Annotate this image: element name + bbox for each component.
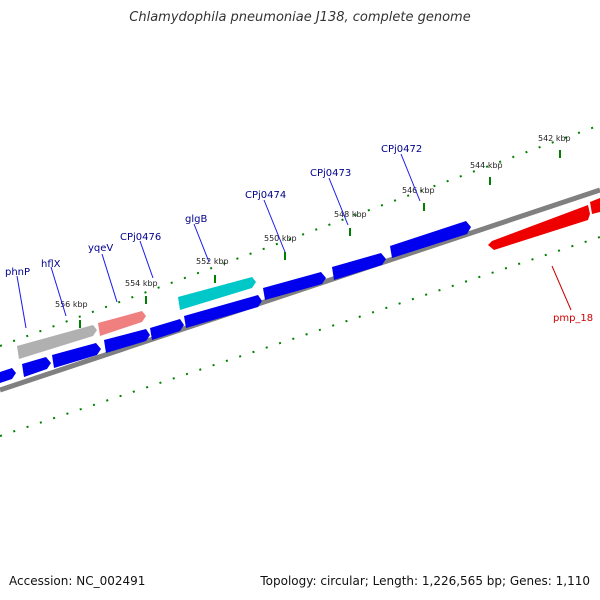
scale-tick-542: 542 kbp [538, 134, 571, 158]
svg-text:554 kbp: 554 kbp [125, 279, 158, 288]
label-phnP: phnP [5, 267, 30, 329]
svg-text:550 kbp: 550 kbp [264, 234, 297, 243]
svg-text:548 kbp: 548 kbp [334, 210, 367, 219]
gene-blue-7 [263, 272, 326, 300]
svg-text:hflX: hflX [41, 259, 61, 270]
gene-blue-3 [52, 343, 101, 368]
gene-blue-5 [150, 319, 184, 340]
accession-text: Accession: NC_002491 [9, 574, 146, 588]
label-hflX: hflX [41, 259, 67, 317]
map-title: Chlamydophila pneumoniae J138, complete … [129, 10, 471, 25]
gene-pmp_18 [488, 205, 590, 250]
gene-blue-4 [104, 329, 150, 353]
label-glgB: glgB [185, 214, 210, 263]
scale-tick-552: 552 kbp [196, 257, 229, 283]
gene-red-edge [590, 198, 600, 214]
gene-blue-1 [0, 368, 16, 383]
forward-genes [0, 221, 471, 383]
gene-yqeV [98, 311, 146, 336]
gene-blue-2 [22, 357, 51, 377]
scale-tick-544: 544 kbp [470, 161, 503, 185]
label-pmp_18: pmp_18 [551, 265, 593, 324]
svg-text:CPj0473: CPj0473 [310, 168, 351, 179]
scale-tick-556: 556 kbp [55, 300, 88, 328]
colored-genes [17, 198, 600, 359]
scale-tick-554: 554 kbp [125, 279, 158, 304]
label-CPj0474: CPj0474 [245, 190, 286, 253]
genome-summary-text: Topology: circular; Length: 1,226,565 bp… [260, 574, 590, 588]
svg-text:544 kbp: 544 kbp [470, 161, 503, 170]
svg-text:yqeV: yqeV [88, 243, 113, 254]
scale-tick-550: 550 kbp [264, 234, 297, 260]
scale-tick-546: 546 kbp [402, 186, 435, 211]
label-CPj0476: CPj0476 [120, 232, 161, 279]
outer-tick-track [0, 124, 600, 347]
svg-text:glgB: glgB [185, 214, 207, 225]
gene-blue-8 [332, 253, 386, 280]
svg-text:CPj0476: CPj0476 [120, 232, 161, 243]
label-yqeV: yqeV [88, 243, 118, 303]
gene-phnP [17, 325, 97, 359]
gene-glgB [178, 277, 256, 310]
svg-text:546 kbp: 546 kbp [402, 186, 435, 195]
svg-text:CPj0474: CPj0474 [245, 190, 286, 201]
scale-tick-548: 548 kbp [334, 210, 367, 236]
svg-text:552 kbp: 552 kbp [196, 257, 229, 266]
label-CPj0472: CPj0472 [381, 144, 422, 202]
svg-text:pmp_18: pmp_18 [553, 313, 593, 324]
svg-text:556 kbp: 556 kbp [55, 300, 88, 309]
svg-text:CPj0472: CPj0472 [381, 144, 422, 155]
gene-blue-6 [184, 295, 262, 328]
label-CPj0473: CPj0473 [310, 168, 351, 226]
svg-text:phnP: phnP [5, 267, 30, 278]
gene-blue-9 [390, 221, 471, 258]
svg-text:542 kbp: 542 kbp [538, 134, 571, 143]
